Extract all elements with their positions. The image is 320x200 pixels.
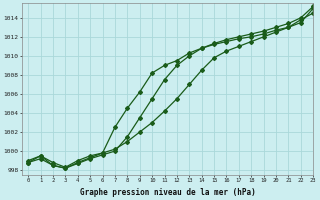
X-axis label: Graphe pression niveau de la mer (hPa): Graphe pression niveau de la mer (hPa): [80, 188, 255, 197]
